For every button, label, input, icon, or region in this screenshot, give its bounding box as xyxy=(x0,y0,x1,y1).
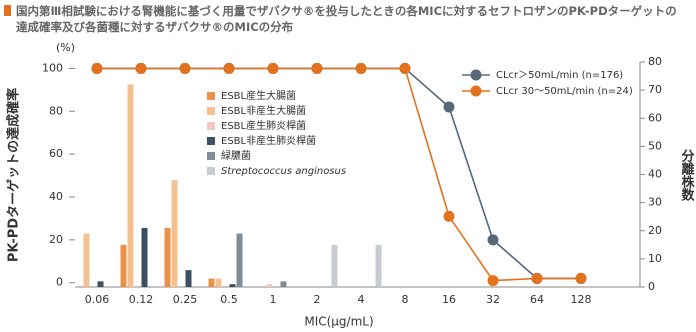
line xyxy=(97,67,581,282)
x-tick-label: 64 xyxy=(530,293,544,306)
legend-swatch xyxy=(207,122,215,130)
bar xyxy=(208,278,215,287)
title-marker xyxy=(4,5,11,16)
x-tick-label: 1 xyxy=(270,293,277,306)
point xyxy=(443,210,455,222)
point xyxy=(487,275,499,287)
bar xyxy=(120,244,127,287)
legend-label: CLcr＞50mL/min (n=176) xyxy=(496,70,623,81)
point xyxy=(487,234,499,246)
y2-tick-label: 40 xyxy=(648,168,662,181)
x-tick-label: 0.06 xyxy=(85,293,110,306)
x-tick-label: 4 xyxy=(358,293,365,306)
legend-swatch xyxy=(207,92,215,100)
bar xyxy=(83,233,90,287)
legend-marker xyxy=(470,85,482,97)
x-tick-label: 0.5 xyxy=(220,293,238,306)
y2-tick-label: 10 xyxy=(648,252,662,265)
legend-swatch xyxy=(207,107,215,115)
x-tick-label: 128 xyxy=(571,293,592,306)
point xyxy=(399,62,411,74)
y2-tick-label: 0 xyxy=(648,280,655,293)
x-tick-label: 2 xyxy=(314,293,321,306)
bar xyxy=(280,281,287,287)
y-tick-label: 40 xyxy=(49,190,63,203)
legend-swatch xyxy=(207,137,215,145)
bar xyxy=(171,180,178,287)
point xyxy=(135,62,147,74)
bar xyxy=(164,227,171,287)
bar xyxy=(375,244,382,287)
bar xyxy=(185,270,192,287)
y2-tick-label: 50 xyxy=(648,139,662,152)
y-tick-label: 20 xyxy=(49,233,63,246)
y-tick-label: 100 xyxy=(42,61,63,74)
y2-tick-label: 30 xyxy=(648,196,662,209)
point xyxy=(311,62,323,74)
legend-label: ESBL非産生肺炎桿菌 xyxy=(221,134,316,147)
y-axis-title: PK-PDターゲットの達成確率 xyxy=(6,88,22,262)
legend-label: Streptococcus anginosus xyxy=(221,166,346,177)
bar xyxy=(141,227,148,287)
point xyxy=(223,62,235,74)
y2-tick-label: 20 xyxy=(648,224,662,237)
y-tick-label: 0 xyxy=(56,276,63,289)
bar xyxy=(266,284,273,287)
y-tick-label: 60 xyxy=(49,147,63,160)
y-tick-label: 80 xyxy=(49,104,63,117)
point xyxy=(179,62,191,74)
x-tick-label: 0.12 xyxy=(129,293,154,306)
y2-tick-label: 70 xyxy=(648,83,662,96)
legend-label: ESBL産生大腸菌 xyxy=(221,89,296,102)
y2-tick-label: 80 xyxy=(648,55,662,68)
point xyxy=(575,272,587,284)
bar xyxy=(97,281,104,287)
bar xyxy=(236,233,243,287)
x-tick-label: 0.25 xyxy=(173,293,198,306)
legend-swatch xyxy=(207,167,215,175)
point xyxy=(355,62,367,74)
legend-label: 緑膿菌 xyxy=(221,149,251,162)
x-axis-title: MIC(μg/mL) xyxy=(304,315,373,329)
y2-tick-label: 60 xyxy=(648,111,662,124)
chart-title: 国内第Ⅲ相試験における腎機能に基づく用量でザバクサ®を投与したときの各MICに対… xyxy=(16,4,677,34)
bar xyxy=(229,284,236,287)
point xyxy=(443,101,455,113)
legend-label: CLcr 30～50mL/min (n=24) xyxy=(496,86,633,97)
point xyxy=(531,272,543,284)
legend-label: ESBL非産生大腸菌 xyxy=(221,104,306,117)
legend-label: ESBL産生肺炎桿菌 xyxy=(221,119,306,132)
x-tick-label: 16 xyxy=(442,293,456,306)
point xyxy=(267,62,279,74)
x-tick-label: 32 xyxy=(486,293,500,306)
bar xyxy=(215,278,222,287)
y2-axis-title: 分離株数 xyxy=(679,148,695,202)
bar xyxy=(331,244,338,287)
y-unit: (%) xyxy=(56,41,75,54)
legend-swatch xyxy=(207,152,215,160)
x-tick-label: 8 xyxy=(402,293,409,306)
legend-marker xyxy=(470,69,482,81)
point xyxy=(91,62,103,74)
bar xyxy=(127,84,134,287)
